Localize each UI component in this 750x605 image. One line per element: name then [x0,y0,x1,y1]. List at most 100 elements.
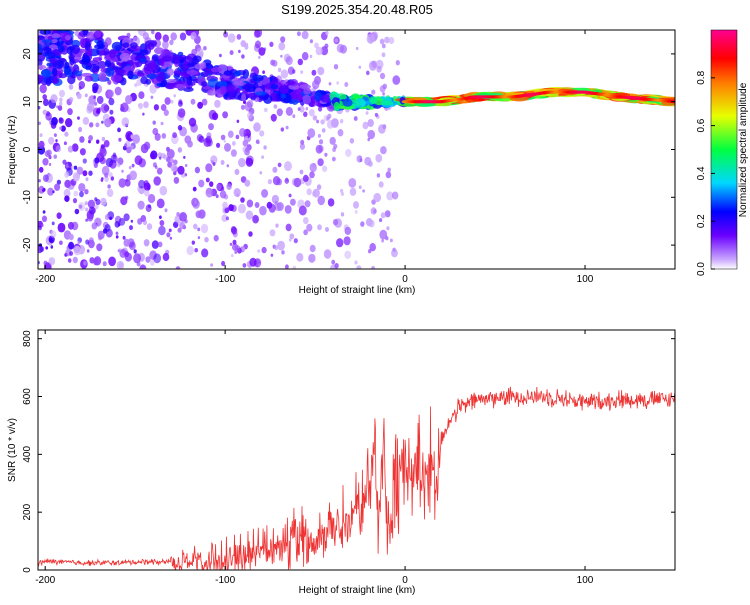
spectrogram-cell [146,223,153,231]
spectrogram-cell [130,145,134,150]
spectrogram-cell [173,171,177,176]
spectrogram-cell [120,102,129,113]
spectrogram-cell [87,199,95,209]
spectrogram-cell [64,61,70,70]
spectrogram-cell [87,102,95,112]
spectrogram-cell [152,127,159,136]
spectrogram-cell [51,77,60,84]
y-tick-label: 10 [22,96,33,108]
spectrogram-cell [234,168,240,175]
spectrogram-cell [67,145,74,153]
spectrogram-cell [42,210,46,214]
spectrogram-cell [381,239,384,243]
spectrogram-cell [344,82,349,87]
spectrogram-cell [38,64,47,70]
spectrogram-cell [104,176,109,183]
spectrogram-cell [162,40,169,49]
spectrogram-cell [121,169,124,173]
spectrogram-cell [210,67,223,73]
spectrogram-cell [165,82,174,90]
spectrogram-cell [309,244,316,253]
spectrogram-cell [297,93,303,102]
spectrogram-cell [321,128,326,133]
spectrogram-cell [111,41,123,51]
spectrogram-cell [42,188,45,193]
spectrogram-cell [43,260,48,266]
spectrogram-cell [108,49,116,59]
spectrogram-cell [293,238,298,244]
spectrogram-cell [280,93,286,99]
spectrogram-cell [344,226,352,235]
spectrogram-cell [143,239,150,247]
spectrogram-cell [308,253,316,263]
colorbar-tick-label: 0.8 [696,70,707,84]
spectrogram-cell [197,236,201,240]
spectrogram-cell [257,249,260,253]
spectrogram-x-ticks: -200 -100 0 100 [35,30,594,285]
snr-x-ticks: -200 -100 0 100 [35,330,594,586]
snr-y-ticks: 0 200 400 600 800 [22,330,675,573]
spectrogram-cell [366,70,370,76]
snr-line-layer [38,386,675,570]
x-tick-label: -100 [215,274,235,285]
spectrogram-cell [130,219,134,223]
figure-title: S199.2025.354.20.48.R05 [281,2,433,17]
spectrogram-cell [261,189,269,198]
spectrogram-cell [73,245,82,256]
spectrogram-cell [297,107,301,111]
spectrogram-cell [58,73,67,79]
y-tick-label: 0 [22,567,33,573]
spectrogram-cell [204,236,209,243]
spectrogram-cell [71,221,79,231]
spectrogram-cell [302,174,309,182]
spectrogram-cell [255,139,260,144]
spectrogram-cell [382,92,385,96]
spectrogram-cell [309,39,313,44]
spectrogram-cell [153,104,159,111]
spectrogram-cell [74,70,83,77]
spectrogram-cell [317,195,326,206]
spectrogram-cell [160,152,166,159]
spectrogram-cell [163,61,173,67]
spectrogram-cell [179,212,188,222]
spectrogram-cell [169,236,173,240]
spectrogram-cell [89,63,100,73]
spectrogram-cell [38,106,41,110]
spectrogram-cell [177,165,185,175]
spectrogram-cell [53,133,57,138]
spectrogram-cell [380,146,387,155]
spectrogram-cell [70,165,74,170]
spectrogram-cell [83,260,87,266]
spectrogram-cell [68,233,74,241]
spectrogram-cell [220,85,227,96]
spectrogram-cell [219,190,227,199]
spectrogram-cell [82,170,88,177]
spectrogram-cell [236,193,240,197]
spectrogram-cell [304,200,311,208]
spectrogram-cell [270,253,274,257]
spectrogram-cell [76,166,84,175]
spectrogram-cell [155,75,164,82]
spectrogram-cell [88,237,94,244]
snr-series-line [38,386,675,570]
spectrogram-cell [243,100,246,104]
spectrogram-cell [267,179,272,185]
spectrogram-cell [262,70,265,74]
spectrogram-cell [274,245,279,251]
spectrogram-cell [100,197,107,206]
spectrogram-cell [84,201,88,206]
spectrogram-cell [170,158,175,164]
snr-x-label: Height of straight line (km) [299,585,416,596]
spectrogram-cell [301,30,309,40]
spectrogram-cell [354,260,358,265]
spectrogram-cell [220,134,226,141]
spectrogram-cell [161,133,167,139]
spectrogram-cell [367,137,371,142]
spectrogram-cell [391,248,398,258]
spectrogram-cell [53,59,65,69]
spectrogram-cell [59,126,62,130]
spectrogram-cell [333,101,340,112]
spectrogram-y-ticks: 20 10 0 -10 -20 [22,48,675,252]
spectrogram-cell [190,32,197,40]
spectrogram-cell [270,113,277,122]
